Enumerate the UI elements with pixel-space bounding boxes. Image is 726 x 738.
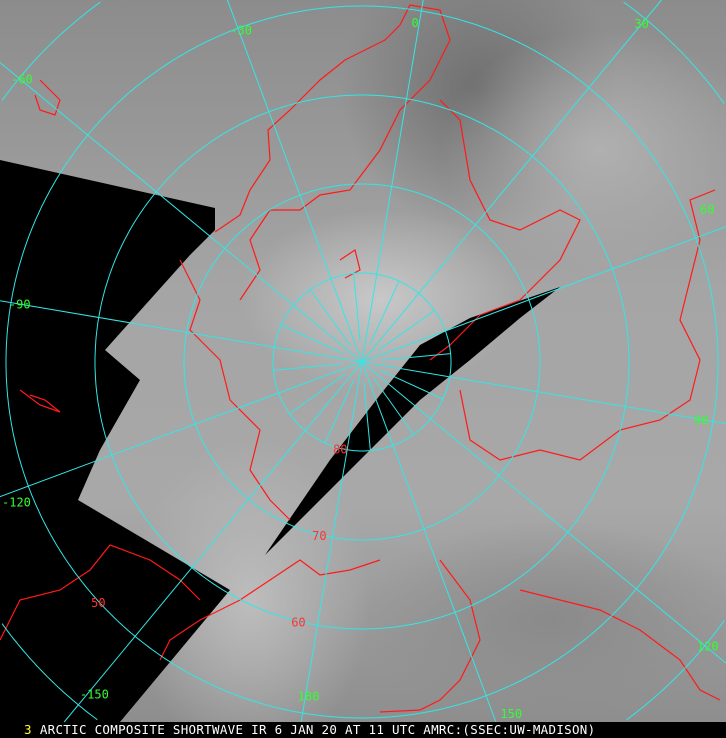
coastline-greenland (214, 4, 451, 301)
meridian--180 (300, 361, 363, 722)
meridian-120 (361, 361, 726, 664)
latitude-label: 50 (91, 596, 105, 610)
meridian-inner--75 (280, 324, 345, 355)
frame-number: 3 (24, 722, 32, 737)
meridian--150 (63, 361, 363, 722)
meridian--30 (226, 0, 363, 363)
lat-lon-grid (0, 0, 726, 722)
latitude-circle-40 (623, 1, 725, 104)
meridian-inner--105 (273, 363, 343, 371)
coastline-iceland (34, 79, 61, 116)
meridian-90 (361, 361, 726, 425)
latitude-circle-50 (5, 5, 719, 719)
no-data-left (0, 160, 230, 722)
latitude-label: 70 (312, 529, 326, 543)
coastline-alaska (159, 559, 381, 661)
longitude-label: 60 (700, 203, 714, 217)
longitude-label: -90 (9, 298, 31, 312)
longitude-label: 120 (697, 640, 719, 654)
coastline-canada (179, 259, 291, 521)
meridian-inner-45 (378, 309, 435, 351)
meridian-0 (361, 0, 424, 363)
meridian-inner--135 (289, 373, 346, 415)
meridian-inner--45 (309, 289, 351, 346)
latitude-circle-70 (183, 183, 541, 541)
no-data-swath-gap (265, 287, 560, 555)
latitude-circle-40 (1, 623, 98, 721)
longitude-label: -120 (2, 495, 31, 509)
meridian-inner--165 (324, 379, 355, 444)
longitude-label: -30 (230, 23, 252, 37)
meridian-30 (361, 0, 662, 363)
meridian-inner-15 (369, 280, 400, 345)
coastline-aleutians (0, 544, 201, 641)
latitude-circle-40 (626, 620, 725, 721)
latitude-label: 80 (333, 443, 347, 457)
map-overlay: 80 70 60 50 -30 0 30 60 90 120 150 180 -150 -120 -90 -6… (0, 0, 726, 722)
meridian--90 (0, 300, 363, 363)
no-data-regions (0, 160, 560, 722)
meridian-inner-105 (379, 369, 444, 400)
longitude-label: 150 (500, 707, 522, 721)
meridian-inner-75 (381, 353, 451, 361)
caption-text: ARCTIC COMPOSITE SHORTWAVE IR 6 JAN 20 A… (39, 722, 596, 737)
meridian-inner--15 (353, 273, 361, 343)
meridian--60 (0, 62, 363, 363)
latitude-circle-80 (272, 272, 452, 452)
latitude-label: 60 (291, 616, 305, 630)
image-caption: 3 ARCTIC COMPOSITE SHORTWAVE IR 6 JAN 20 … (0, 722, 726, 738)
coastline-kamchatka (519, 589, 721, 701)
meridian-inner-165 (363, 381, 371, 451)
longitude-label: -150 (80, 687, 109, 701)
meridian-inner-135 (373, 378, 415, 435)
latitude-circle-60 (94, 94, 630, 630)
meridian--120 (0, 361, 363, 498)
meridian-150 (361, 361, 497, 722)
latitude-circle-40 (1, 1, 101, 101)
longitude-label: 90 (694, 414, 708, 428)
coastline-hudson (19, 389, 61, 413)
longitude-label: 30 (634, 17, 648, 31)
longitude-label: 0 (412, 16, 419, 30)
grid-labels: 80 70 60 50 -30 0 30 60 90 120 150 180 -150 -120 -90 -6… (2, 16, 719, 721)
longitude-label: 180 (298, 689, 320, 703)
coastline-siberia-east (379, 559, 481, 713)
meridian-60 (361, 226, 726, 363)
longitude-label: -60 (11, 72, 33, 86)
